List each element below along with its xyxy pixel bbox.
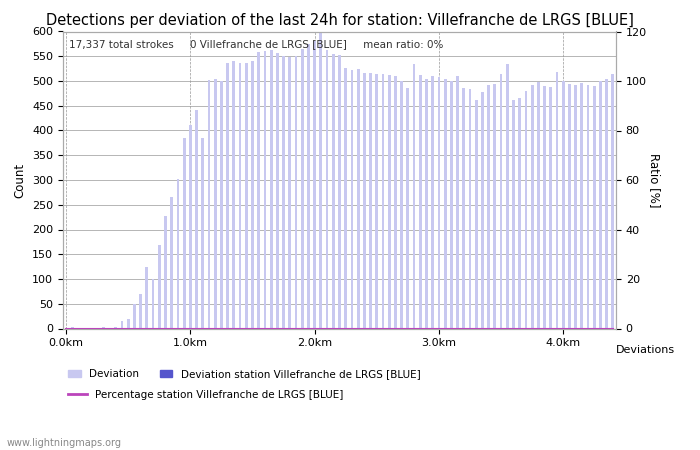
Bar — [133, 304, 136, 328]
Bar — [208, 80, 211, 328]
Bar — [214, 78, 216, 328]
Bar — [282, 56, 285, 328]
Bar — [400, 81, 403, 328]
Bar — [419, 75, 421, 328]
Bar — [444, 78, 447, 328]
Bar — [288, 57, 291, 328]
Bar — [326, 50, 328, 328]
Bar — [232, 61, 235, 328]
Bar — [319, 33, 322, 329]
Bar — [301, 49, 304, 328]
Bar — [351, 70, 354, 328]
Text: Deviations: Deviations — [616, 345, 675, 355]
Bar — [146, 266, 148, 328]
Bar — [556, 72, 559, 328]
Bar — [245, 63, 248, 328]
Bar — [407, 88, 410, 328]
Bar — [270, 50, 272, 328]
Bar — [120, 321, 123, 328]
Bar — [500, 73, 503, 328]
Bar — [375, 74, 378, 328]
Bar — [183, 138, 186, 328]
Bar — [114, 327, 117, 328]
Bar — [102, 327, 105, 328]
Y-axis label: Count: Count — [13, 162, 27, 198]
Bar — [369, 73, 372, 328]
Bar — [388, 75, 391, 328]
Text: 17,337 total strokes     0 Villefranche de LRGS [BLUE]     mean ratio: 0%: 17,337 total strokes 0 Villefranche de L… — [69, 39, 443, 49]
Bar — [139, 294, 142, 328]
Bar — [164, 216, 167, 328]
Bar — [344, 68, 347, 328]
Bar — [226, 63, 229, 328]
Bar — [612, 73, 615, 328]
Bar — [512, 100, 515, 328]
Bar — [71, 327, 74, 328]
Bar — [276, 53, 279, 328]
Bar — [413, 63, 416, 328]
Bar — [382, 73, 384, 328]
Y-axis label: Ratio [%]: Ratio [%] — [648, 153, 661, 207]
Bar — [202, 138, 204, 328]
Bar — [263, 51, 266, 328]
Bar — [431, 76, 434, 328]
Bar — [313, 41, 316, 328]
Bar — [606, 78, 608, 328]
Bar — [363, 72, 366, 328]
Bar — [195, 110, 198, 328]
Bar — [357, 68, 360, 328]
Bar — [450, 81, 453, 328]
Legend: Percentage station Villefranche de LRGS [BLUE]: Percentage station Villefranche de LRGS … — [68, 390, 344, 400]
Bar — [487, 85, 490, 328]
Bar — [587, 85, 589, 328]
Bar — [158, 245, 161, 328]
Bar — [574, 85, 577, 328]
Bar — [599, 81, 602, 328]
Text: www.lightningmaps.org: www.lightningmaps.org — [7, 438, 122, 448]
Title: Detections per deviation of the last 24h for station: Villefranche de LRGS [BLUE: Detections per deviation of the last 24h… — [46, 13, 634, 27]
Bar — [568, 85, 570, 328]
Bar — [170, 197, 173, 328]
Bar — [239, 63, 241, 328]
Bar — [550, 87, 552, 328]
Bar — [307, 44, 310, 328]
Bar — [506, 63, 509, 328]
Bar — [481, 92, 484, 328]
Bar — [332, 54, 335, 328]
Bar — [176, 179, 179, 328]
Bar — [258, 52, 260, 328]
Bar — [475, 100, 477, 328]
Bar — [456, 76, 459, 328]
Bar — [394, 76, 397, 328]
Bar — [562, 81, 565, 328]
Bar — [189, 125, 192, 328]
Bar — [463, 88, 466, 328]
Bar — [593, 86, 596, 328]
Bar — [531, 85, 533, 328]
Bar — [251, 61, 254, 328]
Bar — [127, 319, 130, 328]
Bar — [524, 91, 527, 328]
Bar — [518, 99, 521, 328]
Bar — [295, 56, 298, 328]
Bar — [338, 55, 341, 328]
Bar — [220, 81, 223, 328]
Bar — [580, 83, 583, 328]
Bar — [438, 77, 440, 328]
Bar — [425, 78, 428, 328]
Bar — [468, 89, 471, 328]
Bar — [494, 85, 496, 328]
Bar — [543, 86, 546, 328]
Bar — [537, 82, 540, 328]
Bar — [152, 279, 155, 328]
